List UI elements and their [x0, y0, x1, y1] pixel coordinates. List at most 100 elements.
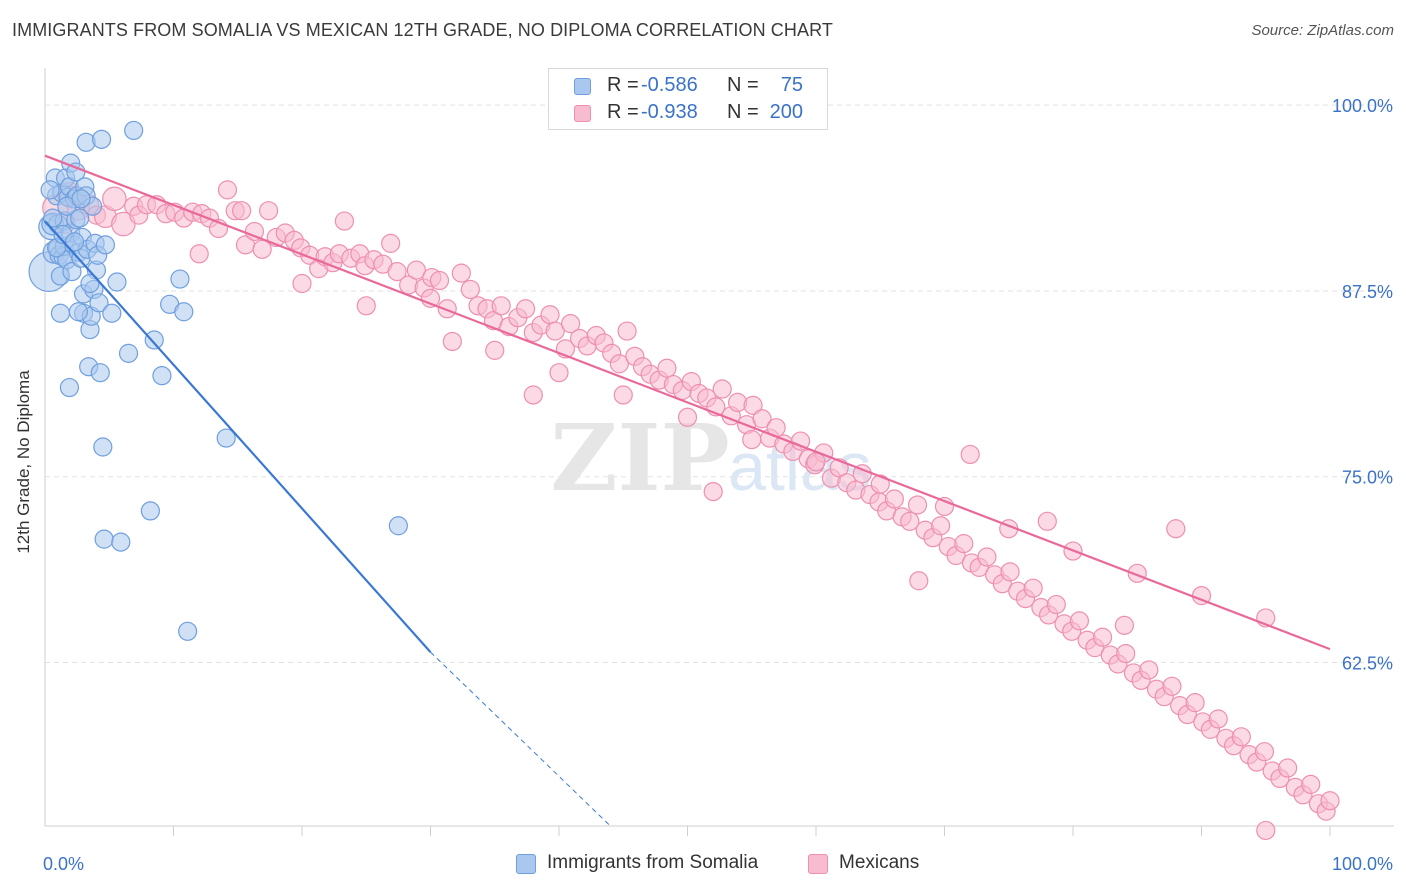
somalia-point	[95, 235, 115, 255]
series-legend: Immigrants from Somalia Mexicans	[0, 852, 1406, 878]
mexican-point	[540, 305, 560, 325]
n-value: 200	[769, 101, 803, 123]
x-tick-labels: 0.0% 100.0%	[43, 854, 1393, 874]
mexican-point	[515, 299, 536, 319]
legend-label: Mexicans	[839, 852, 920, 873]
y-tick-label: 100.0%	[1332, 96, 1393, 116]
mexican-point	[102, 186, 127, 212]
somalia-point	[102, 303, 122, 323]
somalia-point	[62, 262, 82, 282]
mexican-point	[232, 201, 252, 221]
mexican-point	[334, 211, 355, 231]
mexican-point	[189, 244, 209, 264]
x-ticks	[173, 826, 1331, 836]
mexican-point	[442, 331, 462, 352]
mexican-point	[712, 379, 732, 399]
mexican-point	[617, 321, 637, 341]
somalia-point	[152, 366, 172, 386]
n-label: N =	[727, 101, 759, 123]
mexican-point	[703, 481, 723, 502]
mexican-point	[900, 511, 920, 531]
mexican-point	[252, 239, 272, 259]
mexican-point	[742, 429, 762, 450]
mexican-point	[806, 452, 826, 472]
somalia-trend-line	[44, 220, 432, 653]
mexican-point	[437, 299, 457, 319]
mexican-point	[657, 358, 677, 378]
somalia-point	[71, 189, 91, 209]
mexican-point	[381, 233, 401, 253]
somalia-legend-swatch	[516, 854, 536, 874]
somalia-point	[124, 120, 144, 141]
mexican-point	[954, 534, 974, 554]
somalia-trend-extension	[430, 651, 611, 827]
x-tick-label: 100.0%	[1332, 854, 1393, 874]
mexican-point	[111, 211, 136, 237]
mexican-point	[523, 385, 543, 405]
somalia-points	[28, 120, 408, 641]
mexican-point	[960, 444, 980, 465]
somalia-point	[40, 180, 60, 200]
watermark-zip: ZIP	[550, 404, 729, 512]
mexican-point	[1037, 511, 1057, 531]
mexican-point	[1139, 660, 1159, 680]
chart-title: IMMIGRANTS FROM SOMALIA VS MEXICAN 12TH …	[12, 20, 833, 40]
mexican-point	[549, 363, 569, 383]
mexican-point	[977, 547, 997, 567]
somalia-point	[93, 437, 113, 457]
somalia-point	[64, 232, 85, 252]
mexican-point	[1231, 727, 1251, 747]
mexican-point	[790, 431, 811, 451]
somalia-point	[174, 302, 194, 322]
somalia-point	[178, 621, 198, 641]
mexicans-trend-line	[44, 154, 1331, 651]
legend-label: Immigrants from Somalia	[547, 852, 759, 873]
mexican-point	[1301, 774, 1321, 794]
mexican-point	[451, 263, 471, 283]
mexican-point	[1116, 643, 1136, 664]
mexican-point	[907, 495, 928, 515]
r-value: -0.586	[641, 74, 698, 96]
mexican-point	[931, 516, 951, 536]
y-tick-label: 87.5%	[1342, 282, 1393, 302]
somalia-point	[94, 529, 114, 549]
mexican-point	[429, 270, 450, 291]
mexican-point	[406, 260, 426, 280]
mexican-point	[743, 395, 763, 415]
mexicans-legend-swatch	[808, 854, 828, 874]
somalia-point	[140, 501, 160, 521]
mexican-point	[491, 296, 511, 316]
y-axis-title: 12th Grade, No Diploma	[14, 370, 33, 554]
mexican-point	[677, 407, 698, 427]
source-credit: Source: ZipAtlas.com	[1251, 22, 1394, 39]
somalia-point	[70, 208, 90, 228]
y-tick-labels: 62.5% 75.0% 87.5% 100.0%	[1332, 96, 1393, 673]
mexican-point	[1277, 758, 1298, 778]
mexican-point	[1000, 562, 1020, 582]
mexican-point	[909, 571, 929, 591]
somalia-swatch	[574, 78, 591, 95]
mexican-point	[1069, 611, 1090, 631]
somalia-point	[59, 377, 80, 398]
somalia-point	[43, 208, 63, 228]
mexican-point	[1185, 693, 1205, 713]
n-label: N =	[727, 74, 759, 96]
stats-row-somalia: R = -0.586 N = 75	[549, 74, 827, 100]
mexican-point	[613, 385, 633, 405]
somalia-point	[107, 272, 127, 292]
somalia-point	[216, 428, 236, 448]
somalia-point	[68, 302, 89, 322]
mexican-point	[460, 279, 480, 300]
mexican-point	[1162, 676, 1182, 696]
mexican-point	[884, 489, 904, 509]
somalia-point	[111, 532, 131, 552]
r-label: R =	[607, 101, 639, 123]
r-label: R =	[607, 74, 639, 96]
mexican-point	[258, 201, 279, 221]
mexican-point	[609, 354, 629, 374]
mexican-point	[356, 296, 376, 316]
mexican-point	[560, 314, 581, 334]
r-value: -0.938	[641, 101, 698, 123]
mexican-point	[752, 409, 772, 429]
